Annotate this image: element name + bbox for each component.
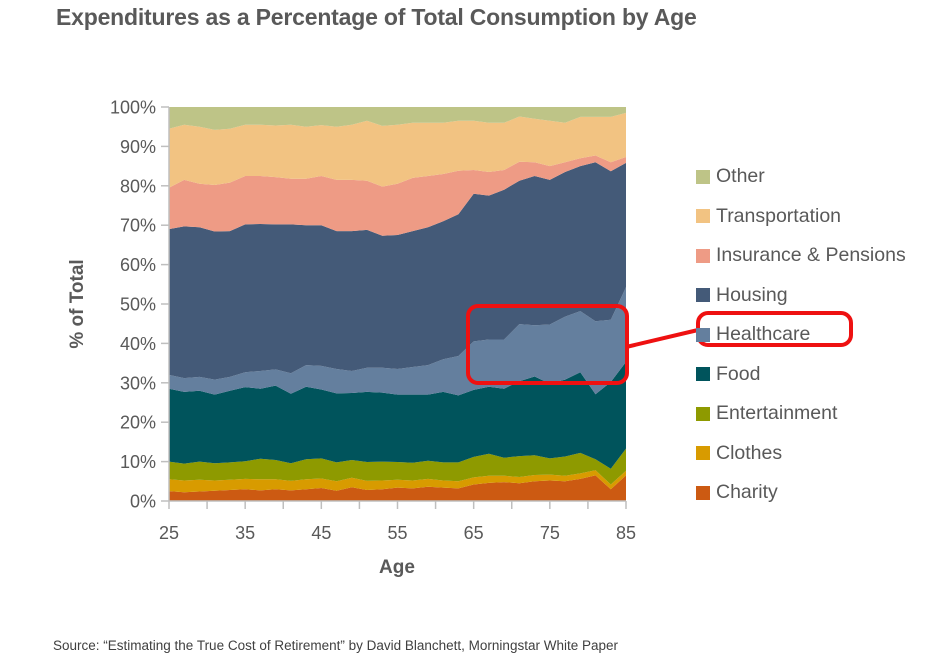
legend-label: Housing bbox=[716, 283, 788, 306]
area-charity bbox=[169, 475, 626, 501]
legend-swatch bbox=[696, 327, 710, 342]
x-tick-label: 65 bbox=[464, 523, 484, 543]
legend-label: Charity bbox=[716, 481, 778, 504]
highlight-connector bbox=[625, 328, 699, 349]
y-tick-label: 30% bbox=[120, 373, 156, 393]
area-food bbox=[169, 361, 626, 469]
y-tick-label: 70% bbox=[120, 216, 156, 236]
area-insurance-pensions bbox=[169, 155, 626, 236]
legend-label: Food bbox=[716, 362, 761, 385]
x-axis-label: Age bbox=[379, 557, 415, 578]
area-healthcare bbox=[169, 287, 626, 396]
legend-label: Entertainment bbox=[716, 402, 838, 425]
legend-swatch bbox=[696, 248, 710, 263]
highlight-box-chart bbox=[466, 304, 629, 385]
legend-label: Healthcare bbox=[716, 323, 811, 346]
legend-swatch bbox=[696, 367, 710, 382]
legend-swatch bbox=[696, 446, 710, 461]
x-tick-label: 75 bbox=[540, 523, 560, 543]
y-tick-label: 100% bbox=[110, 98, 156, 118]
x-tick-label: 25 bbox=[159, 523, 179, 543]
y-tick-label: 40% bbox=[120, 334, 156, 354]
legend-item-housing: Housing bbox=[696, 276, 906, 316]
legend-item-insurance-pensions: Insurance & Pensions bbox=[696, 236, 906, 276]
area-clothes bbox=[169, 470, 626, 493]
legend-item-transportation: Transportation bbox=[696, 197, 906, 237]
legend-item-charity: Charity bbox=[696, 473, 906, 513]
area-entertainment bbox=[169, 448, 626, 485]
source-note: Source: “Estimating the True Cost of Ret… bbox=[53, 638, 618, 653]
y-tick-label: 50% bbox=[120, 295, 156, 315]
legend-swatch bbox=[696, 485, 710, 500]
stacked-areas bbox=[169, 107, 626, 501]
legend-item-food: Food bbox=[696, 355, 906, 395]
legend-swatch bbox=[696, 406, 710, 421]
legend-label: Clothes bbox=[716, 441, 783, 464]
legend-item-healthcare: Healthcare bbox=[696, 315, 906, 355]
area-transportation bbox=[169, 112, 626, 188]
legend-item-clothes: Clothes bbox=[696, 434, 906, 474]
legend-label: Insurance & Pensions bbox=[716, 244, 906, 267]
y-tick-label: 20% bbox=[120, 413, 156, 433]
legend-label: Transportation bbox=[716, 204, 842, 227]
y-tick-label: 90% bbox=[120, 137, 156, 157]
area-housing bbox=[169, 162, 626, 380]
legend: Other Transportation Insurance & Pensions H… bbox=[696, 157, 906, 513]
axes: 0% 10% 20% 30% 40% 50% 60% 70% 80% 90% 100% 25 35 45 5… bbox=[110, 98, 636, 544]
legend-item-other: Other bbox=[696, 157, 906, 197]
x-tick-label: 55 bbox=[387, 523, 407, 543]
x-tick-label: 35 bbox=[235, 523, 255, 543]
legend-swatch bbox=[696, 209, 710, 224]
area-other bbox=[169, 107, 626, 130]
legend-label: Other bbox=[716, 165, 765, 188]
legend-item-entertainment: Entertainment bbox=[696, 394, 906, 434]
y-tick-label: 60% bbox=[120, 255, 156, 275]
legend-swatch bbox=[696, 169, 710, 184]
x-tick-label: 85 bbox=[616, 523, 636, 543]
y-tick-label: 10% bbox=[120, 452, 156, 472]
y-axis-label: % of Total bbox=[67, 259, 88, 348]
chart-title: Expenditures as a Percentage of Total Co… bbox=[56, 4, 697, 30]
y-tick-label: 0% bbox=[130, 492, 156, 512]
legend-swatch bbox=[696, 288, 710, 303]
x-tick-label: 45 bbox=[311, 523, 331, 543]
y-tick-label: 80% bbox=[120, 176, 156, 196]
